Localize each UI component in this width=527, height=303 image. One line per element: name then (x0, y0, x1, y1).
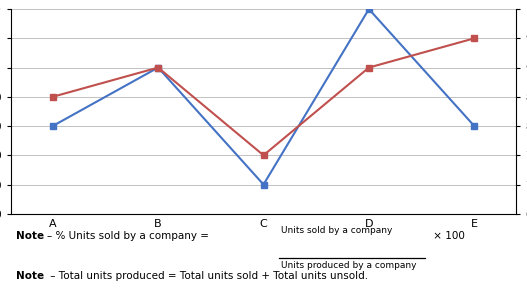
Text: × 100: × 100 (431, 231, 465, 241)
Units Produced (155, 66, 161, 69)
Text: Note: Note (16, 271, 44, 281)
Units Produced (366, 7, 372, 11)
Units Sold (260, 153, 267, 157)
Units Sold (50, 95, 56, 98)
Text: – % Units sold by a company =: – % Units sold by a company = (47, 231, 209, 241)
Units Produced (471, 124, 477, 128)
Line: Units Produced: Units Produced (49, 6, 478, 188)
Units Produced (50, 124, 56, 128)
Line: Units Sold: Units Sold (49, 35, 478, 159)
Units Sold (366, 66, 372, 69)
Units Sold (155, 66, 161, 69)
Text: Note: Note (16, 231, 44, 241)
Text: Units produced by a company: Units produced by a company (281, 261, 417, 270)
Text: – Total units produced = Total units sold + Total units unsold.: – Total units produced = Total units sol… (47, 271, 368, 281)
Units Sold (471, 36, 477, 40)
Units Produced (260, 183, 267, 186)
Text: Units sold by a company: Units sold by a company (281, 226, 393, 235)
